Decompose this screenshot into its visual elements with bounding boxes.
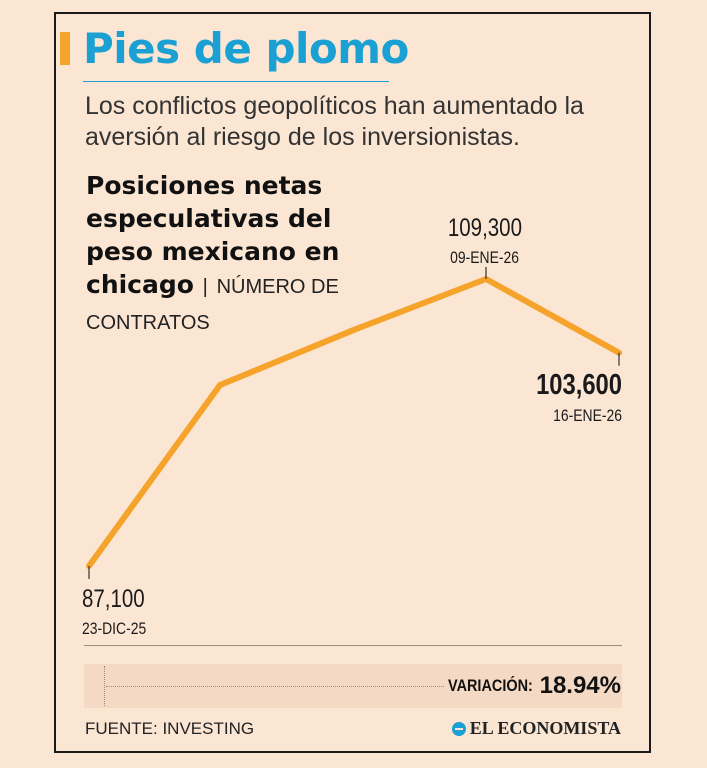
- title-separator: |: [202, 276, 208, 298]
- brand-name: EL ECONOMISTA: [469, 718, 621, 738]
- brand-icon: [451, 721, 466, 736]
- chart-title: Posiciones netas especulativas del peso …: [86, 171, 340, 299]
- page-title: Pies de plomo: [83, 24, 409, 73]
- infographic-frame: [54, 12, 651, 753]
- variation-dotted-vertical: [104, 666, 105, 706]
- variation-label: VARIACIÓN:: [448, 676, 533, 695]
- value-label-end: 103,600: [536, 368, 622, 401]
- series-line: [86, 276, 622, 569]
- chart-heading: Posiciones netas especulativas del peso …: [86, 169, 356, 340]
- variation-dotted-leader: [106, 686, 444, 687]
- subtitle: Los conflictos geopolíticos han aumentad…: [85, 92, 584, 151]
- date-label-start: 23-DIC-25: [82, 620, 146, 639]
- value-label-start: 87,100: [82, 584, 145, 612]
- brand-logo: EL ECONOMISTA: [451, 718, 621, 739]
- title-underline: [83, 81, 389, 82]
- chart-unit: NÚMERO DE CONTRATOS: [86, 276, 339, 334]
- chart-baseline-rule: [84, 645, 622, 646]
- variation-value: 18.94%: [539, 672, 621, 699]
- source-note: FUENTE: INVESTING: [85, 719, 255, 738]
- title-accent-bar: [60, 32, 70, 65]
- date-label-peak: 09-ENE-26: [450, 249, 519, 268]
- value-label-peak: 109,300: [448, 213, 522, 241]
- date-label-end: 16-ENE-26: [553, 407, 622, 426]
